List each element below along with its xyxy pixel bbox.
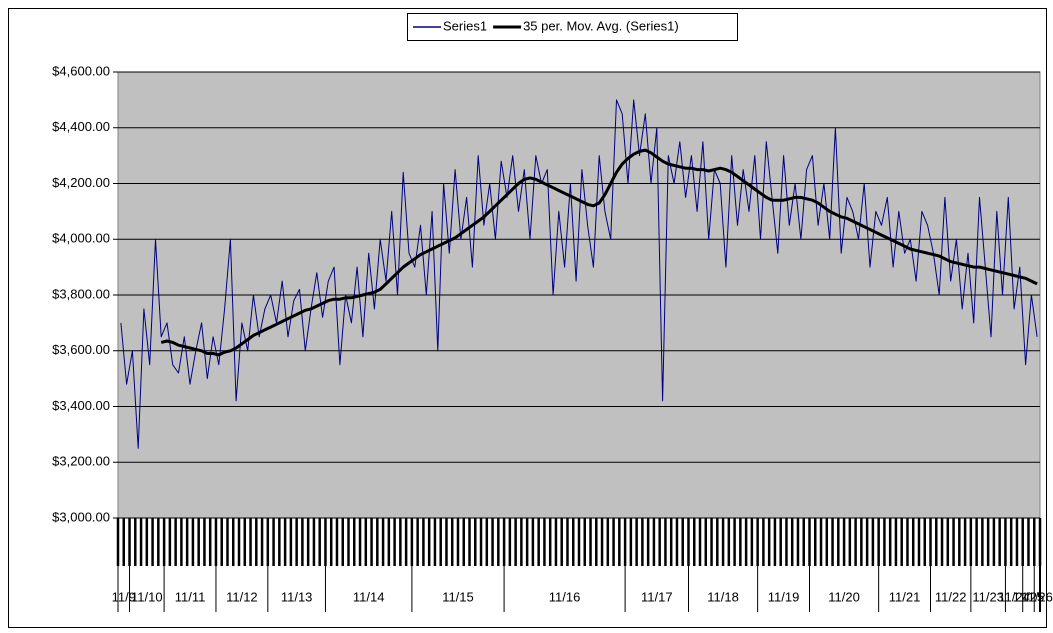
y-tick-label: $4,000.00 [52,231,110,246]
y-tick-label: $3,800.00 [52,286,110,301]
x-group-label: 11/18 [707,589,739,604]
x-group-label: 11/14 [353,589,385,604]
y-tick-label: $4,200.00 [52,175,110,190]
x-group-label: 11/11 [175,589,206,604]
legend: Series1 35 per. Mov. Avg. (Series1) [407,13,738,41]
x-group-label: 11/17 [641,589,673,604]
y-tick-label: $3,600.00 [52,342,110,357]
x-group-label: 11/25 [1013,589,1045,604]
x-group-label: 11/22 [935,589,967,604]
x-group-label: 11/23 [972,589,1004,604]
x-group-label: 11/19 [768,589,800,604]
y-tick-label: $4,600.00 [52,63,110,78]
y-tick-label: $3,000.00 [52,509,110,524]
x-group-label: 11/10 [131,589,163,604]
x-group-label: 11/16 [549,589,581,604]
y-tick-label: $3,200.00 [52,454,110,469]
x-group-label: 11/26 [1021,589,1053,604]
x-group-label: 11/21 [889,589,921,604]
x-group-label: 11/24 [998,589,1030,604]
x-group-label: 11/20 [828,589,860,604]
x-group-label: 11/15 [442,589,474,604]
x-group-label: 11/13 [281,589,313,604]
y-tick-label: $4,400.00 [52,119,110,134]
legend-label: Series1 [443,18,487,33]
x-group-label: 11/12 [226,589,258,604]
legend-label: 35 per. Mov. Avg. (Series1) [523,18,679,33]
legend-box [407,13,738,41]
y-tick-label: $3,400.00 [52,398,110,413]
series-line [120,99,1038,449]
moving-average-line [160,148,1038,357]
